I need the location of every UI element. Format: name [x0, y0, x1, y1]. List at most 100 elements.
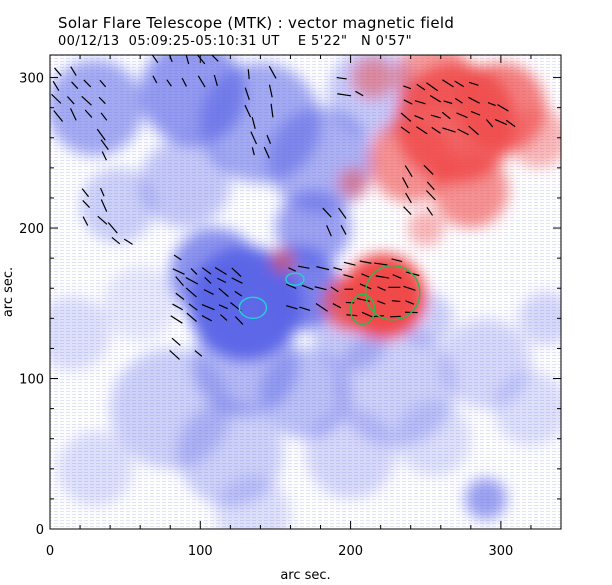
field-vector	[82, 200, 91, 208]
field-vector	[405, 300, 415, 305]
field-vector	[356, 297, 371, 302]
field-vector	[468, 81, 479, 86]
field-vector	[204, 277, 212, 284]
field-vector	[443, 100, 453, 105]
field-vector	[343, 274, 354, 279]
field-vector	[391, 300, 401, 303]
field-vector	[403, 85, 412, 90]
field-vector	[390, 315, 401, 318]
field-vector	[426, 206, 434, 216]
negative-polarity-region	[140, 137, 231, 229]
field-vector	[171, 337, 181, 346]
field-vector	[431, 126, 441, 134]
field-vector	[286, 305, 298, 310]
field-vector	[301, 284, 314, 291]
field-vector	[123, 238, 133, 245]
x-axis-label: arc sec.	[280, 568, 330, 583]
field-vector	[497, 104, 509, 112]
field-vector	[201, 304, 215, 311]
positive-polarity-region	[270, 249, 295, 274]
positive-polarity-region	[368, 118, 453, 203]
negative-polarity-region	[50, 59, 144, 156]
positive-polarity-region	[433, 152, 509, 229]
field-vector	[97, 215, 108, 225]
field-vector	[214, 266, 227, 275]
field-vector	[336, 76, 347, 80]
field-vector	[250, 131, 258, 145]
field-vector	[375, 275, 390, 279]
field-vector	[152, 75, 158, 84]
field-vector	[297, 265, 310, 269]
field-vector	[391, 258, 403, 263]
field-vector	[96, 128, 106, 141]
field-vector	[175, 292, 185, 300]
positive-polarity-region	[508, 107, 561, 168]
field-vector	[188, 303, 198, 311]
plot-subtitle: 00/12/13 05:09:25-05:10:31 UT E 5'22" N …	[58, 34, 412, 49]
positive-polarity-region	[352, 56, 395, 99]
field-vector	[414, 100, 426, 105]
negative-polarity-region	[215, 476, 291, 529]
field-vector	[81, 95, 92, 106]
negative-polarity-region	[493, 371, 561, 447]
intensity-contours	[238, 264, 421, 326]
field-vector	[457, 128, 469, 136]
field-vector	[194, 350, 203, 357]
x-tick-label: 100	[188, 544, 213, 559]
field-vector	[190, 267, 198, 275]
field-vector	[338, 207, 347, 219]
field-vector	[426, 181, 435, 191]
field-vector	[288, 267, 296, 272]
obs-longitude: E 5'22"	[297, 34, 348, 49]
field-vector	[100, 139, 109, 151]
field-vector	[185, 55, 190, 65]
field-vector	[266, 134, 272, 144]
field-vector	[181, 77, 187, 87]
y-tick-label: 300	[19, 72, 44, 87]
field-vector	[404, 165, 413, 178]
field-vector	[263, 146, 270, 159]
field-vector	[268, 84, 273, 98]
field-vector	[322, 207, 332, 218]
field-vector	[423, 164, 434, 175]
field-vector	[377, 300, 386, 305]
field-vector	[99, 79, 107, 88]
field-vector	[468, 125, 479, 136]
field-vector	[337, 93, 352, 97]
field-vector	[430, 114, 441, 119]
field-vector	[151, 55, 159, 64]
negative-polarity-region	[464, 477, 507, 520]
contour-line	[349, 293, 376, 326]
y-axis-label: arc sec.	[1, 267, 16, 317]
field-vector	[234, 290, 243, 297]
field-vector	[251, 116, 256, 129]
field-vector	[217, 277, 227, 284]
field-vector	[251, 147, 255, 156]
field-vector	[456, 112, 468, 119]
field-vector	[186, 312, 197, 322]
contour-line	[364, 264, 421, 321]
field-vector	[84, 109, 93, 118]
field-vector	[172, 303, 184, 311]
field-vector	[468, 96, 480, 104]
field-vector	[66, 96, 75, 105]
field-vector	[361, 311, 374, 318]
y-tick-label: 100	[19, 373, 44, 388]
y-tick-label: 0	[36, 523, 44, 538]
positive-polarity-region	[338, 167, 369, 198]
field-vector	[111, 236, 121, 245]
y-tick-label: 200	[19, 222, 44, 237]
field-vector	[247, 69, 250, 80]
negative-polarity-region	[102, 265, 178, 341]
field-vector	[286, 283, 297, 289]
negative-polarity-region	[395, 401, 471, 477]
plot-title: Solar Flare Telescope (MTK) : vector mag…	[58, 14, 455, 32]
field-vector	[416, 126, 428, 135]
field-vector	[326, 225, 332, 237]
field-vector	[494, 118, 508, 126]
negative-polarity-region	[305, 408, 396, 499]
obs-date: 00/12/13	[58, 34, 120, 49]
field-vector	[400, 112, 412, 122]
field-vector	[454, 97, 463, 104]
field-vector	[196, 55, 206, 65]
